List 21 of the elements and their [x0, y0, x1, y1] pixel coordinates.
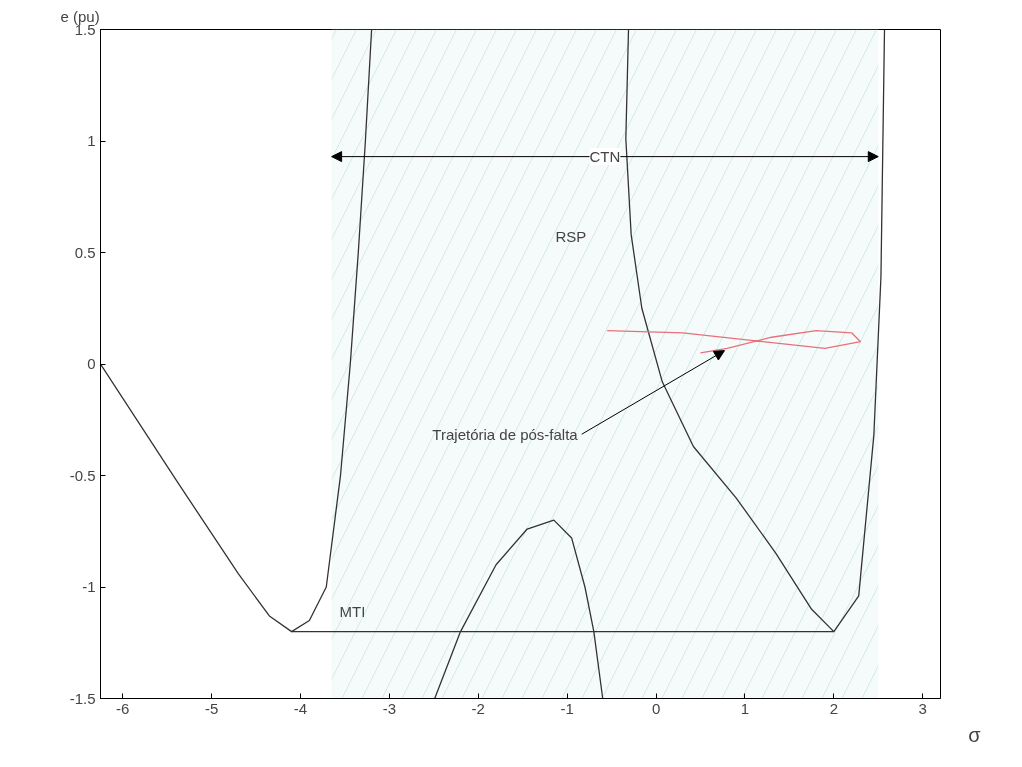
- x-tick-label: -2: [471, 699, 485, 717]
- y-tick-label: -1: [82, 578, 96, 595]
- y-tick-label: 0.5: [74, 243, 96, 261]
- x-axis-title: σ: [968, 723, 982, 746]
- x-tick-label: -6: [116, 699, 130, 717]
- annotation: Trajetória de pós-falta: [432, 425, 579, 443]
- x-tick-label: -3: [382, 699, 397, 717]
- x-tick-label: 3: [918, 699, 927, 717]
- x-tick-label: 2: [829, 699, 839, 717]
- x-tick-label: 0: [651, 699, 661, 717]
- x-tick-label: -4: [293, 699, 308, 717]
- annotation: RSP: [555, 228, 587, 246]
- y-tick-label: -0.5: [69, 466, 96, 484]
- x-tick-label: -5: [204, 699, 219, 717]
- annotation: MTI: [339, 603, 366, 621]
- y-tick-label: -1.5: [69, 689, 96, 707]
- x-tick-label: -1: [560, 699, 574, 717]
- y-tick-label: 1: [87, 132, 96, 149]
- band-label: CTN: [589, 148, 621, 166]
- y-tick-label: 0: [87, 355, 96, 372]
- x-tick-label: 1: [740, 699, 750, 717]
